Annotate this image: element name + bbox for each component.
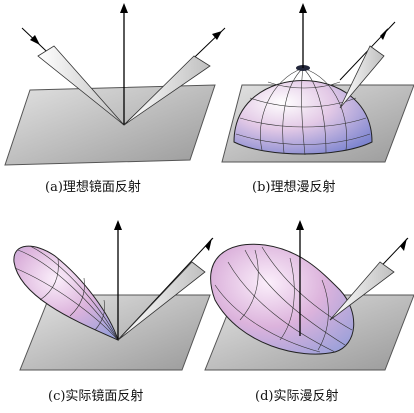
incident-cone xyxy=(117,261,206,341)
incident-arrowhead xyxy=(30,35,40,45)
panel-c xyxy=(13,220,214,371)
reflected-arrowhead xyxy=(212,31,222,40)
lobe-mesh xyxy=(14,245,119,341)
caption-b: (b)理想漫反射 xyxy=(252,180,336,195)
incident-arrowhead xyxy=(205,238,212,251)
normal-arrowhead xyxy=(299,3,307,13)
reflected-cone xyxy=(123,55,211,126)
caption-c: (c)实际镜面反射 xyxy=(48,389,144,404)
incident-arrowhead xyxy=(380,28,388,40)
dome-mesh xyxy=(235,67,371,156)
normal-arrowhead xyxy=(120,3,128,13)
incident-arrowhead xyxy=(400,238,407,251)
panel-d xyxy=(204,220,414,371)
specular-lobe xyxy=(13,245,119,341)
diffuse-lobe xyxy=(210,243,355,355)
incident-cone xyxy=(339,45,385,109)
normal-arrowhead xyxy=(114,220,122,230)
normal-arrowhead xyxy=(296,220,304,230)
panel-a xyxy=(4,3,226,166)
panel-b xyxy=(221,3,414,163)
caption-d: (d)实际漫反射 xyxy=(255,389,339,404)
incident-cone xyxy=(329,261,395,321)
surface-plate xyxy=(4,84,216,166)
caption-a: (a)理想镜面反射 xyxy=(45,180,141,195)
incident-cone xyxy=(37,45,125,126)
lobe-mesh xyxy=(214,246,353,353)
